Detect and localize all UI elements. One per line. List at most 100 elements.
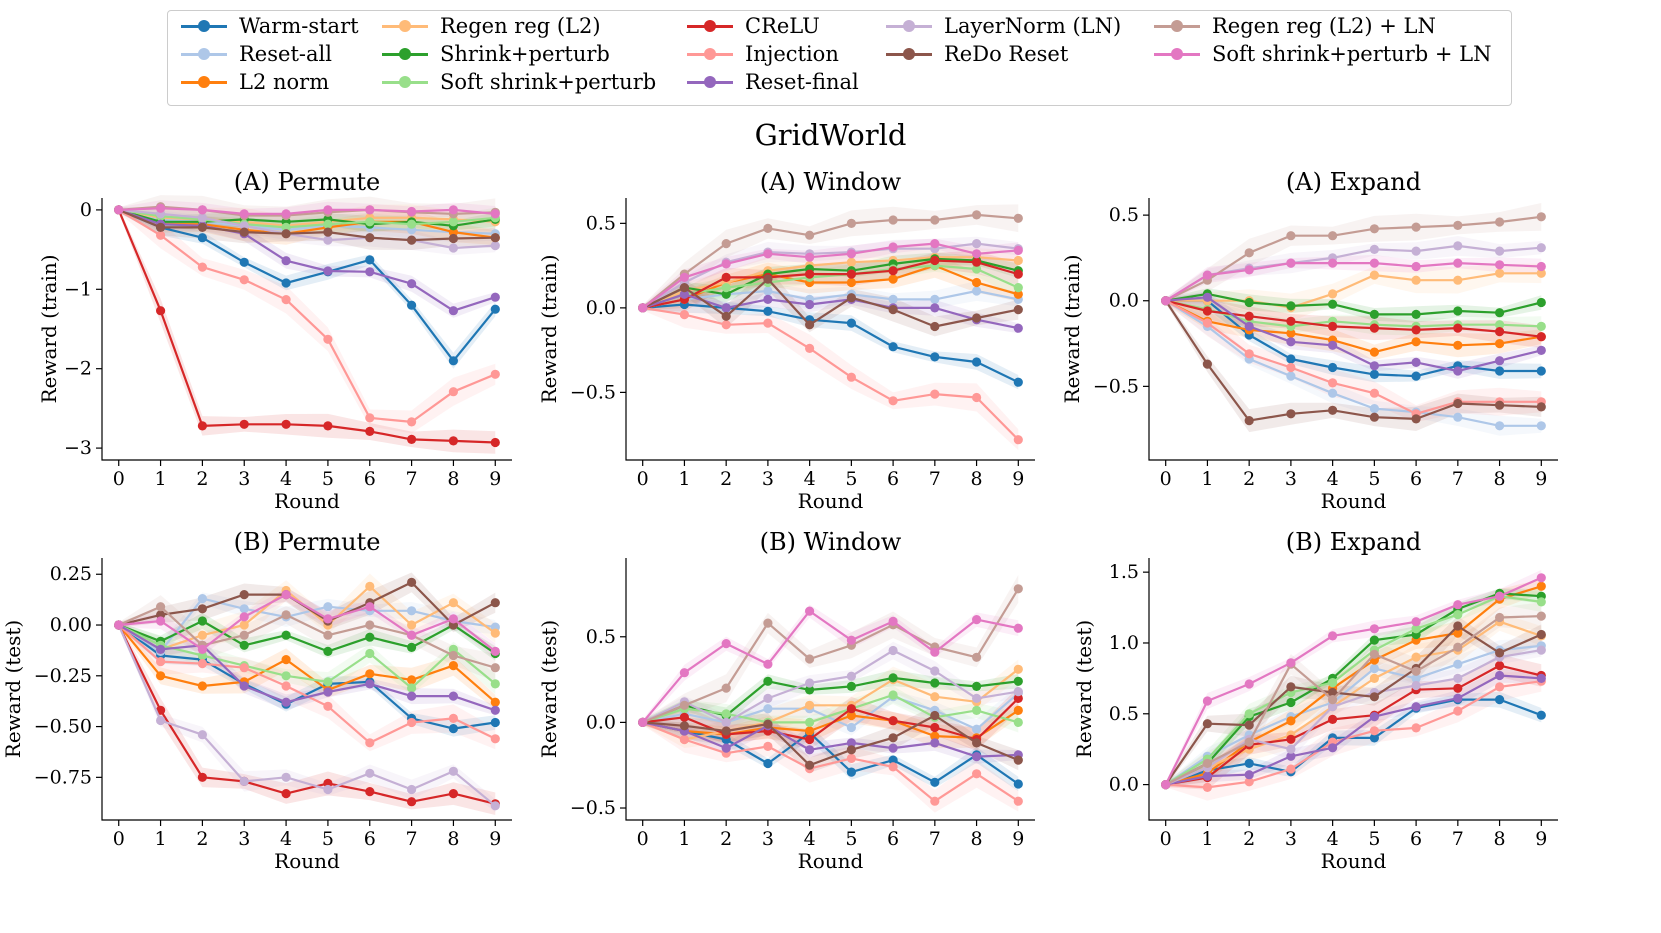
x-tick-label: 9 [489,468,501,490]
x-tick-label: 3 [238,828,250,850]
data-point [888,762,898,772]
data-point [1161,780,1171,790]
data-point [930,239,940,249]
chart-title: (B) Window [760,528,902,556]
x-tick-label: 9 [489,828,501,850]
data-point [1453,275,1463,285]
legend-swatch [181,75,227,89]
data-point [490,209,500,219]
data-point [448,227,458,237]
data-point [365,233,375,243]
data-point [1244,720,1254,730]
data-point [679,289,690,299]
series-line [118,208,496,250]
data-point [239,681,249,691]
legend-label: Injection [745,42,839,66]
data-point [930,647,940,657]
data-point [930,678,940,688]
data-point [1536,402,1546,412]
x-tick-label: 6 [887,468,899,490]
data-point [846,710,857,721]
data-point [888,616,898,627]
data-point [846,767,857,777]
data-point [805,230,815,240]
data-point [1244,770,1254,780]
data-point [448,436,458,446]
data-point [930,666,940,676]
series-line [118,208,496,423]
data-point [281,229,291,239]
data-point [1536,261,1546,272]
data-point [448,691,458,701]
data-point [1244,349,1254,359]
data-point [1286,362,1296,373]
data-point [448,713,458,724]
series-band [1165,602,1542,788]
data-point [448,650,458,661]
data-point [448,387,458,397]
data-point [930,352,940,362]
data-point [930,692,940,702]
legend: Warm-start Reset-all L2 norm Regen reg (L2)… [167,10,1512,106]
legend-swatch [687,47,733,61]
series-line [642,264,1019,309]
data-point [1495,217,1505,227]
data-point [679,272,690,282]
y-tick-label: 0.5 [586,626,616,648]
data-point [888,645,898,656]
legend-item: Regen reg (L2) [382,11,601,41]
data-point [1411,261,1421,272]
legend-label: Regen reg (L2) + LN [1212,14,1436,38]
data-point [1286,409,1296,419]
data-point [1453,628,1463,638]
data-point [1411,357,1421,367]
data-point [1013,717,1023,728]
data-point [721,259,731,269]
data-point [323,421,333,431]
y-tick-label: −3 [64,437,92,459]
series-line [642,588,1020,724]
data-point [448,614,458,624]
series-band [642,705,1019,773]
data-point [1286,328,1296,338]
data-point [846,318,857,328]
data-point [1244,777,1254,787]
data-point [1453,673,1463,684]
data-point [365,205,375,215]
data-point [1286,301,1296,311]
data-point [156,715,166,726]
x-tick-label: 1 [678,468,690,490]
data-point [1495,591,1505,601]
data-point [930,303,940,313]
legend-label: L2 norm [239,70,330,94]
data-point [156,602,166,612]
data-point [407,620,417,630]
data-point [1369,369,1379,379]
series-band [1165,298,1542,337]
y-tick-label: −0.5 [570,381,616,403]
data-point [1453,683,1463,693]
data-point [490,801,500,811]
series-band [118,592,496,661]
data-point [490,663,500,673]
x-tick-label: 6 [1410,828,1422,850]
data-point [407,784,417,795]
data-point [805,717,815,728]
data-point [1411,624,1421,634]
data-point [1328,340,1338,350]
x-tick-label: 3 [1285,828,1297,850]
data-point [281,295,291,305]
x-tick-label: 9 [1012,468,1024,490]
series-line [1165,664,1542,786]
series-line [1165,644,1542,786]
data-point [1328,631,1338,641]
data-point [805,343,815,353]
data-point [763,286,773,296]
data-point [721,239,731,249]
data-point [1536,597,1546,607]
data-point [888,305,898,315]
data-point [156,657,166,667]
data-point [323,677,333,687]
data-point [888,690,898,700]
data-point [1328,378,1338,388]
